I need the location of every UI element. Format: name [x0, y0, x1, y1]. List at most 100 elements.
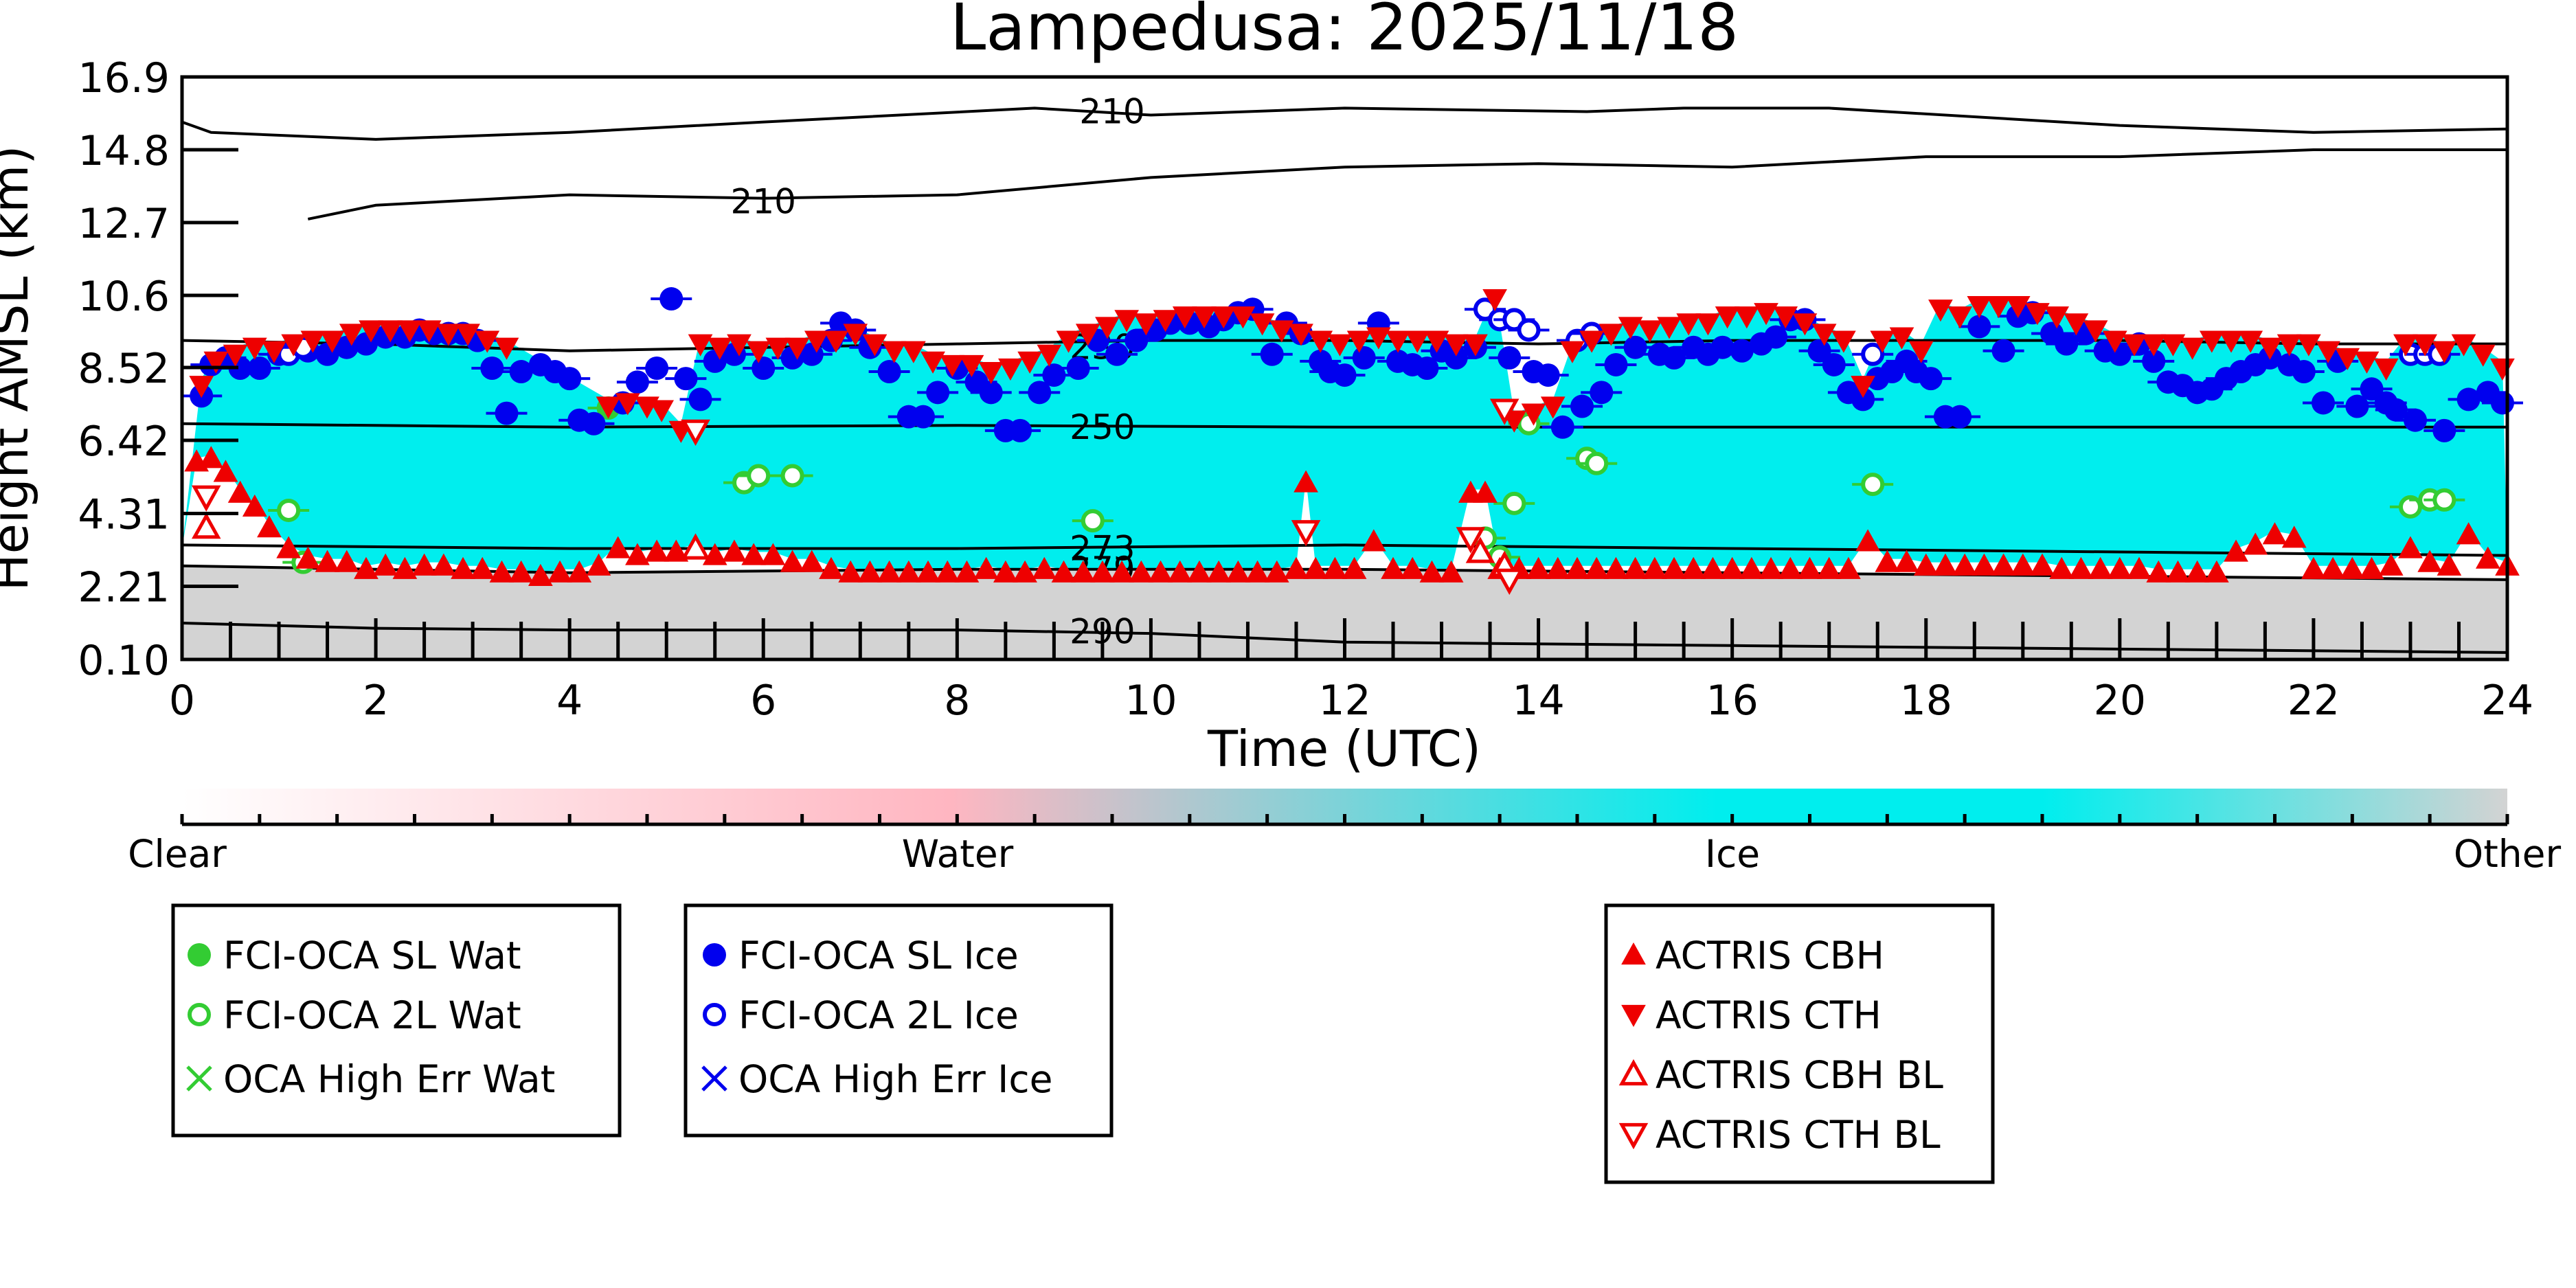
data-point [2142, 349, 2166, 373]
x-axis: 0 2 4 6 8 10 12 14 16 18 20 22 24 [169, 618, 2533, 725]
data-point [1095, 317, 1120, 339]
x-tick-label: 4 [556, 677, 583, 725]
data-point [1928, 300, 1953, 322]
data-point [2184, 560, 2210, 583]
contour-line [181, 106, 2508, 141]
data-point [1526, 556, 1551, 579]
data-point [1502, 491, 1526, 515]
data-point [1521, 403, 1546, 426]
legend-label-sl-wat: FCI-OCA SL Wat [223, 934, 521, 978]
x-tick-label: 24 [2481, 677, 2533, 725]
data-point [1875, 550, 1900, 572]
data-point [2384, 398, 2408, 422]
data-point [1550, 415, 1574, 439]
data-point [780, 464, 804, 488]
data-point [1419, 560, 1445, 583]
legend-marker-glyph [188, 943, 211, 967]
data-point [1947, 306, 1972, 329]
data-point [1405, 330, 1430, 353]
data-point [2049, 556, 2075, 579]
data-point [1293, 470, 1318, 493]
data-point [1167, 560, 1193, 583]
data-point [1424, 330, 1449, 353]
data-point [2340, 556, 2365, 579]
data-point [1361, 529, 1386, 552]
data-point [1811, 324, 1837, 346]
data-point [2005, 296, 2031, 319]
legend-label-sl-ice: FCI-OCA SL Ice [738, 934, 1019, 978]
data-point [843, 324, 868, 346]
data-point [1192, 306, 1217, 329]
data-point [1260, 342, 1284, 366]
data-point [2199, 330, 2224, 353]
data-point [605, 536, 631, 558]
data-point [397, 320, 422, 343]
data-point [192, 512, 221, 539]
data-point [1584, 556, 1609, 579]
data-point [199, 446, 224, 468]
data-point [1028, 381, 1052, 405]
x-axis-label: Time (UTC) [1207, 720, 1481, 778]
data-point [2335, 348, 2360, 370]
y-tick-label: 8.52 [78, 345, 170, 393]
data-point [741, 543, 766, 565]
data-point [727, 334, 752, 357]
contour-label: 210 [1079, 91, 1144, 131]
legend-marker-glyph [188, 1003, 211, 1026]
legend-water-box [171, 903, 622, 1138]
data-point [1754, 303, 1778, 326]
data-point [747, 464, 771, 488]
y-tick-label: 4.31 [78, 490, 170, 539]
data-point [688, 334, 713, 357]
data-point [664, 539, 689, 562]
legend-marker-glyph [703, 943, 726, 967]
data-point [722, 539, 747, 562]
data-point [2475, 546, 2500, 569]
data-point [547, 560, 572, 583]
data-point [2010, 553, 2035, 576]
legend-marker-sl-wat [188, 943, 211, 967]
data-point [1289, 324, 1313, 346]
data-point [1463, 334, 1488, 357]
data-point [1303, 556, 1329, 579]
data-point [1495, 568, 1524, 596]
y-tick-label: 2.21 [78, 563, 170, 611]
data-point [1489, 398, 1519, 425]
data-point [1991, 553, 2016, 576]
data-point [2432, 341, 2457, 363]
y-tick-label: 12.7 [78, 200, 170, 248]
data-point [2068, 556, 2094, 579]
colorbar-label-ice: Ice [1705, 832, 1760, 876]
data-point [1681, 556, 1706, 579]
data-point [1125, 328, 1149, 352]
data-point [470, 556, 495, 579]
data-point [392, 556, 418, 579]
data-point [319, 330, 345, 353]
chart-title: Lampedusa: 2025/11/18 [950, 0, 1739, 65]
data-point [1603, 556, 1629, 579]
data-point [998, 358, 1023, 381]
colorbar-label-clear: Clear [128, 832, 227, 876]
data-point [2146, 560, 2171, 583]
data-point [247, 357, 271, 380]
data-point [295, 546, 321, 569]
data-point [416, 320, 442, 343]
data-point [2102, 330, 2127, 353]
data-point [189, 376, 214, 398]
data-point [625, 543, 650, 565]
data-point [2417, 550, 2443, 572]
legend-marker-glyph [1618, 1122, 1649, 1150]
data-point [1342, 556, 1367, 579]
data-point [2055, 332, 2079, 356]
data-point [1642, 556, 1667, 579]
data-point [645, 357, 669, 380]
contour-line [307, 148, 2507, 221]
data-point [1894, 550, 1919, 572]
data-point [819, 556, 844, 579]
data-point [1792, 313, 1818, 336]
colorbar-label-water: Water [902, 832, 1014, 876]
data-point [1308, 330, 1333, 353]
data-point [1187, 560, 1212, 583]
data-point [1637, 320, 1662, 343]
data-point [203, 351, 229, 374]
